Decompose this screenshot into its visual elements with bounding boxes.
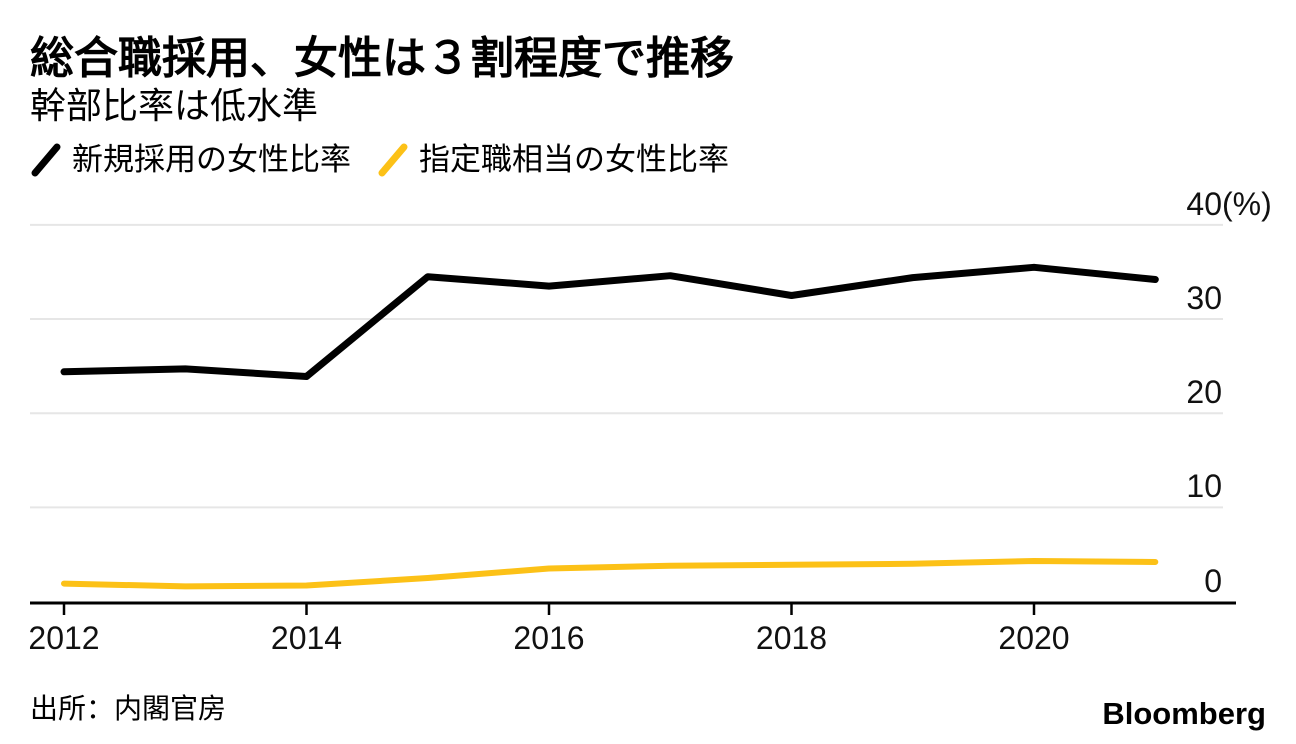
series-line bbox=[61, 558, 1159, 590]
x-axis-label: 2020 bbox=[998, 620, 1070, 656]
line-swatch-stroke bbox=[31, 143, 61, 177]
legend-label: 指定職相当の女性比率 bbox=[419, 142, 729, 177]
x-axis-label: 2012 bbox=[28, 620, 100, 656]
y-axis-label-value: 0 bbox=[1204, 562, 1222, 599]
y-axis-label: 20 bbox=[1150, 374, 1270, 410]
x-axis-label: 2016 bbox=[513, 620, 585, 656]
bloomberg-logo: Bloomberg bbox=[1102, 696, 1266, 731]
y-axis-unit: (%) bbox=[1222, 185, 1272, 222]
y-axis-label-value: 30 bbox=[1186, 280, 1222, 317]
y-axis-label: 0 bbox=[1150, 563, 1270, 599]
source-note: 出所：内閣官房 bbox=[30, 693, 227, 724]
legend-item: 新規採用の女性比率 bbox=[30, 140, 351, 180]
legend-item: 指定職相当の女性比率 bbox=[377, 140, 729, 180]
legend-label: 新規採用の女性比率 bbox=[72, 142, 351, 177]
line-swatch-icon bbox=[378, 143, 408, 177]
page-title: 総合職採用、女性は３割程度で推移 bbox=[30, 34, 734, 83]
y-axis-label-value: 10 bbox=[1186, 468, 1222, 505]
x-axis-label: 2014 bbox=[270, 620, 343, 656]
x-axis-label: 2018 bbox=[755, 620, 828, 656]
y-axis-label: 30 bbox=[1150, 280, 1270, 316]
y-axis-label-value: 40 bbox=[1186, 185, 1222, 222]
page-subtitle: 幹部比率は低水準 bbox=[30, 85, 319, 126]
line-swatch-icon bbox=[31, 143, 61, 177]
y-axis-label-value: 20 bbox=[1186, 374, 1222, 411]
legend: 新規採用の女性比率 指定職相当の女性比率 bbox=[30, 140, 729, 180]
series-line bbox=[60, 263, 1159, 380]
y-axis-label: 40 (%) bbox=[1150, 185, 1272, 222]
line-swatch-stroke bbox=[378, 143, 408, 177]
y-axis-label: 10 bbox=[1150, 468, 1270, 504]
